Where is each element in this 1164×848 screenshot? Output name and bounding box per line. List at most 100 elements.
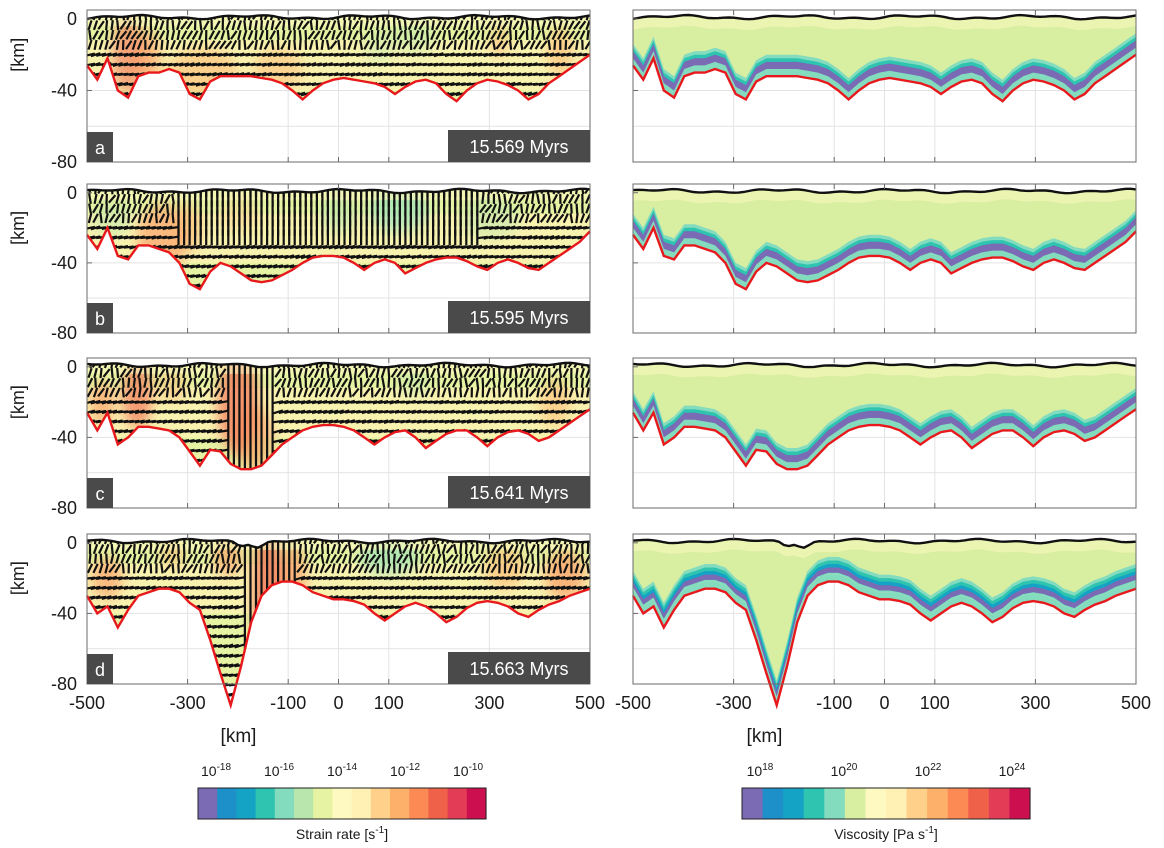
strain-arrow xyxy=(104,39,109,50)
strain-arrow xyxy=(369,39,376,50)
strain-arrow xyxy=(179,182,189,183)
strain-arrow xyxy=(187,367,192,379)
strain-arrow xyxy=(513,193,519,204)
strain-arrow xyxy=(246,182,256,184)
strain-arrow xyxy=(99,213,103,224)
strain-arrow xyxy=(350,254,361,260)
strain-arrow xyxy=(533,343,543,344)
strain-arrow xyxy=(362,343,372,345)
strain-arrow xyxy=(417,518,427,519)
strain-rate-blob xyxy=(232,405,274,470)
strain-arrow xyxy=(289,254,300,259)
strain-arrow xyxy=(495,213,504,223)
strain-arrow xyxy=(380,29,386,41)
strain-arrow xyxy=(528,171,538,174)
strain-arrow xyxy=(333,244,345,250)
strain-arrow xyxy=(325,39,330,51)
strain-arrow xyxy=(267,244,278,250)
strain-arrow xyxy=(473,527,483,529)
strain-arrow xyxy=(378,244,389,250)
strain-arrow xyxy=(428,518,438,519)
strain-arrow xyxy=(293,39,297,50)
strain-arrow xyxy=(243,39,247,50)
strain-arrow xyxy=(247,29,254,41)
strain-arrow xyxy=(202,387,211,398)
strain-arrow xyxy=(573,193,581,204)
strain-arrow xyxy=(509,29,512,41)
strain-arrow xyxy=(328,399,339,405)
strain-arrow xyxy=(339,244,350,250)
strain-arrow xyxy=(143,20,148,31)
strain-arrow xyxy=(334,172,344,174)
strain-arrow xyxy=(484,377,493,388)
strain-arrow xyxy=(201,264,212,269)
strain-arrow xyxy=(258,29,265,41)
strain-arrow xyxy=(436,367,441,379)
strain-arrow xyxy=(129,182,139,184)
strain-arrow xyxy=(293,387,297,398)
strain-arrow xyxy=(256,52,267,57)
strain-arrow xyxy=(549,52,560,57)
strain-arrow xyxy=(300,254,311,260)
strain-arrow xyxy=(148,193,153,205)
strain-arrow xyxy=(135,527,145,530)
strain-arrow xyxy=(562,30,570,40)
strain-arrow xyxy=(528,517,538,519)
strain-arrow xyxy=(347,29,353,41)
strain-arrow xyxy=(261,244,273,250)
strain-arrow xyxy=(489,352,499,354)
strain-arrow xyxy=(224,40,233,50)
strain-arrow xyxy=(387,377,391,388)
strain-arrow xyxy=(185,20,194,30)
strain-arrow xyxy=(488,429,500,434)
strain-arrow xyxy=(480,20,486,31)
strain-arrow xyxy=(472,52,483,57)
strain-arrow xyxy=(91,182,101,183)
strain-arrow xyxy=(423,377,432,388)
strain-arrow xyxy=(162,399,173,405)
strain-arrow xyxy=(279,517,289,520)
strain-arrow xyxy=(325,20,331,31)
strain-arrow xyxy=(452,20,458,31)
strain-arrow xyxy=(88,203,92,214)
strain-arrow xyxy=(569,213,574,224)
strain-arrow xyxy=(544,409,555,415)
strain-arrow xyxy=(134,52,145,58)
strain-arrow xyxy=(508,39,513,50)
strain-arrow xyxy=(409,30,413,41)
strain-arrow xyxy=(279,527,289,529)
strain-arrow xyxy=(464,39,468,50)
strain-arrow xyxy=(168,517,178,520)
strain-arrow xyxy=(234,264,245,269)
strain-arrow xyxy=(582,225,590,230)
strain-arrow xyxy=(312,182,322,183)
strain-arrow xyxy=(456,518,466,519)
strain-arrow xyxy=(533,528,543,529)
strain-arrow xyxy=(171,377,175,388)
strain-arrow xyxy=(512,203,520,214)
strain-arrow xyxy=(527,428,538,434)
strain-arrow xyxy=(463,367,470,379)
strain-arrow xyxy=(173,52,184,58)
strain-arrow xyxy=(362,182,372,183)
strain-arrow xyxy=(524,213,530,224)
strain-arrow xyxy=(538,428,549,434)
strain-arrow xyxy=(483,518,493,519)
strain-arrow xyxy=(251,352,261,354)
strain-arrow xyxy=(473,368,481,378)
strain-arrow xyxy=(119,20,128,30)
strain-arrow xyxy=(379,40,387,50)
strain-arrow xyxy=(444,81,455,87)
strain-arrow xyxy=(429,40,437,50)
strain-arrow xyxy=(477,399,488,405)
strain-arrow xyxy=(561,181,571,184)
strain-arrow xyxy=(303,387,309,398)
strain-arrow xyxy=(463,20,470,31)
strain-arrow xyxy=(295,409,306,415)
strain-arrow xyxy=(466,62,477,67)
strain-arrow xyxy=(362,387,371,398)
strain-arrow xyxy=(369,20,376,31)
strain-arrow xyxy=(157,162,167,163)
strain-arrow xyxy=(484,20,493,30)
strain-arrow xyxy=(461,527,471,529)
